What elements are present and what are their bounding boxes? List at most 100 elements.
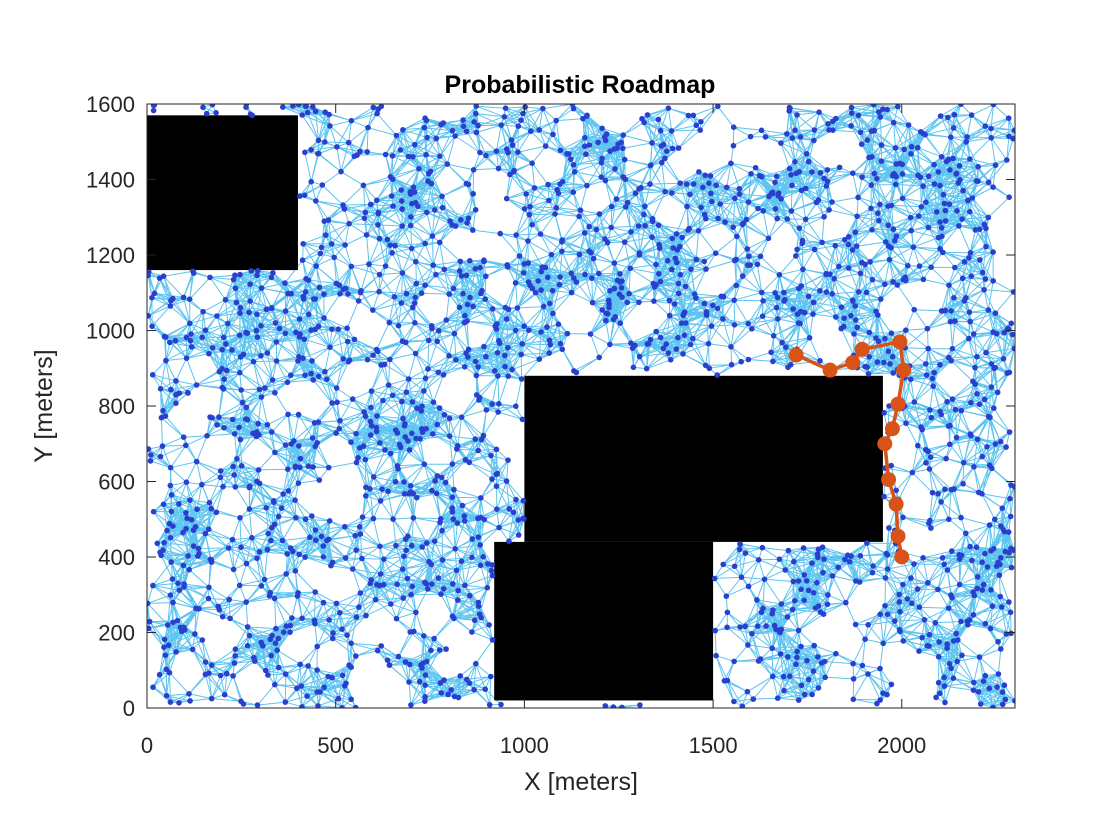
roadmap-node	[403, 547, 410, 554]
roadmap-node	[299, 257, 306, 264]
roadmap-node	[486, 622, 492, 628]
roadmap-node	[512, 280, 519, 286]
roadmap-node	[486, 702, 493, 708]
roadmap-node	[475, 515, 481, 522]
roadmap-node	[981, 396, 988, 403]
roadmap-node	[871, 170, 878, 177]
roadmap-node	[236, 582, 243, 589]
roadmap-node	[582, 271, 588, 278]
roadmap-node	[518, 117, 524, 123]
roadmap-node	[416, 165, 422, 172]
roadmap-node	[272, 390, 278, 396]
roadmap-node	[910, 244, 917, 250]
roadmap-node	[328, 241, 335, 247]
roadmap-node	[596, 270, 602, 277]
roadmap-node	[618, 285, 625, 291]
roadmap-node	[216, 414, 222, 420]
roadmap-node	[355, 298, 362, 304]
roadmap-node	[467, 592, 473, 599]
roadmap-node	[339, 705, 345, 708]
roadmap-node	[888, 681, 895, 688]
roadmap-node	[253, 429, 260, 435]
roadmap-node	[208, 695, 215, 702]
roadmap-node	[971, 464, 977, 470]
roadmap-node	[968, 273, 975, 280]
roadmap-node	[580, 115, 586, 122]
roadmap-node	[1012, 698, 1015, 704]
path-waypoint	[894, 549, 910, 565]
roadmap-node	[312, 108, 319, 115]
x-tick-label: 1000	[500, 733, 549, 758]
roadmap-node	[471, 119, 477, 125]
roadmap-node	[838, 325, 844, 332]
roadmap-node	[919, 634, 925, 641]
roadmap-node	[246, 309, 252, 316]
roadmap-node	[855, 194, 861, 201]
roadmap-node	[408, 542, 415, 549]
roadmap-node	[908, 227, 914, 234]
roadmap-node	[225, 320, 231, 327]
roadmap-node	[914, 586, 921, 592]
roadmap-node	[588, 249, 594, 256]
roadmap-node	[318, 533, 325, 540]
roadmap-node	[489, 637, 496, 643]
roadmap-node	[348, 439, 354, 446]
roadmap-node	[477, 149, 483, 156]
roadmap-node	[168, 492, 175, 498]
roadmap-node	[280, 491, 287, 497]
roadmap-node	[320, 554, 327, 560]
roadmap-node	[568, 156, 574, 162]
roadmap-node	[528, 128, 534, 134]
roadmap-node	[765, 235, 772, 242]
roadmap-node	[345, 358, 352, 365]
roadmap-node	[263, 306, 270, 313]
roadmap-node	[223, 367, 230, 374]
roadmap-node	[636, 299, 642, 306]
roadmap-node	[400, 415, 406, 422]
roadmap-node	[368, 388, 375, 394]
roadmap-node	[958, 618, 964, 625]
roadmap-node	[162, 413, 169, 419]
roadmap-node	[339, 672, 346, 679]
roadmap-node	[505, 149, 511, 156]
roadmap-node	[989, 603, 996, 609]
roadmap-node	[1010, 289, 1015, 295]
roadmap-node	[477, 562, 484, 569]
roadmap-node	[792, 598, 798, 604]
roadmap-node	[973, 544, 980, 550]
roadmap-node	[990, 249, 996, 255]
roadmap-node	[465, 181, 472, 188]
roadmap-node	[458, 414, 465, 421]
path-waypoint	[884, 421, 900, 437]
roadmap-node	[723, 593, 730, 599]
roadmap-node	[495, 373, 501, 379]
roadmap-node	[188, 517, 195, 523]
roadmap-node	[836, 164, 843, 171]
roadmap-node	[473, 110, 479, 117]
roadmap-node	[458, 558, 465, 565]
roadmap-node	[376, 288, 382, 295]
roadmap-node	[388, 601, 394, 607]
roadmap-node	[320, 599, 327, 606]
roadmap-node	[168, 508, 175, 515]
roadmap-node	[672, 255, 679, 262]
roadmap-node	[173, 400, 179, 407]
roadmap-node	[811, 137, 817, 144]
roadmap-node	[493, 471, 500, 478]
roadmap-node	[792, 159, 798, 165]
roadmap-node	[709, 198, 715, 205]
roadmap-node	[947, 318, 954, 325]
roadmap-node	[945, 605, 952, 611]
roadmap-node	[990, 104, 997, 108]
roadmap-node	[982, 620, 989, 627]
roadmap-node	[947, 441, 953, 448]
roadmap-node	[611, 285, 618, 292]
roadmap-node	[265, 530, 272, 537]
roadmap-node	[559, 239, 565, 245]
roadmap-node	[942, 699, 948, 706]
path-waypoint	[892, 334, 908, 350]
roadmap-node	[787, 362, 794, 368]
roadmap-node	[619, 278, 625, 285]
roadmap-node	[686, 225, 692, 232]
roadmap-node	[248, 268, 255, 274]
